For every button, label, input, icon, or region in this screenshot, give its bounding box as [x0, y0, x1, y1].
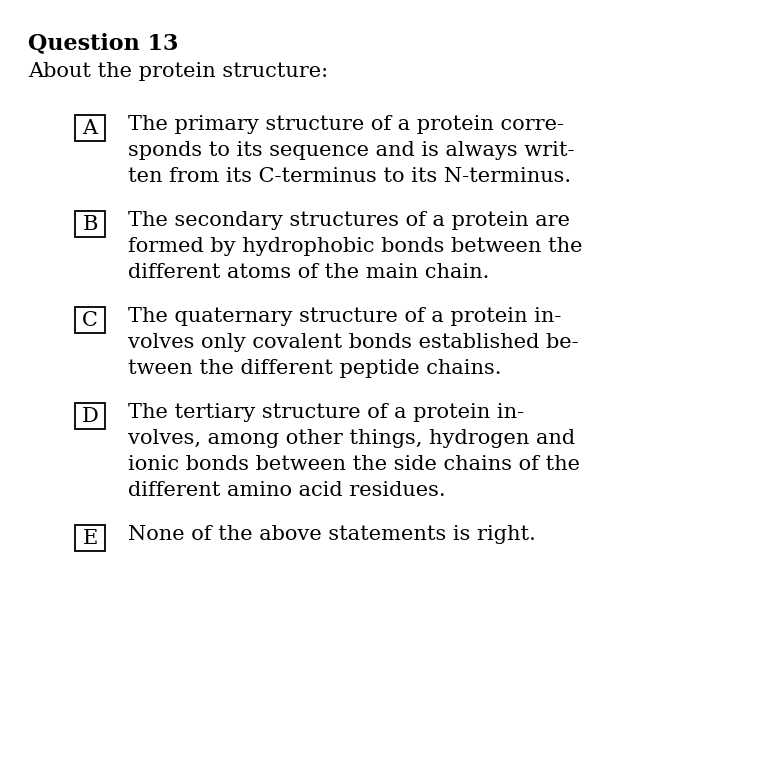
Text: volves only covalent bonds established be-: volves only covalent bonds established b…: [128, 333, 579, 352]
Text: About the protein structure:: About the protein structure:: [28, 62, 328, 81]
Text: different atoms of the main chain.: different atoms of the main chain.: [128, 263, 489, 282]
Text: E: E: [83, 528, 97, 547]
Text: formed by hydrophobic bonds between the: formed by hydrophobic bonds between the: [128, 237, 583, 256]
Text: C: C: [82, 311, 98, 330]
Text: A: A: [83, 119, 97, 138]
FancyBboxPatch shape: [75, 403, 105, 429]
FancyBboxPatch shape: [75, 307, 105, 333]
FancyBboxPatch shape: [75, 525, 105, 551]
Text: None of the above statements is right.: None of the above statements is right.: [128, 525, 536, 544]
Text: The primary structure of a protein corre-: The primary structure of a protein corre…: [128, 115, 564, 134]
Text: ionic bonds between the side chains of the: ionic bonds between the side chains of t…: [128, 455, 580, 474]
Text: The tertiary structure of a protein in-: The tertiary structure of a protein in-: [128, 403, 524, 422]
Text: The quaternary structure of a protein in-: The quaternary structure of a protein in…: [128, 307, 561, 326]
FancyBboxPatch shape: [75, 115, 105, 141]
Text: tween the different peptide chains.: tween the different peptide chains.: [128, 359, 502, 378]
FancyBboxPatch shape: [75, 211, 105, 237]
Text: B: B: [83, 214, 98, 233]
Text: volves, among other things, hydrogen and: volves, among other things, hydrogen and: [128, 429, 575, 448]
Text: different amino acid residues.: different amino acid residues.: [128, 481, 445, 500]
Text: D: D: [82, 407, 99, 426]
Text: ten from its C-terminus to its N-terminus.: ten from its C-terminus to its N-terminu…: [128, 167, 571, 186]
Text: Question 13: Question 13: [28, 32, 178, 54]
Text: The secondary structures of a protein are: The secondary structures of a protein ar…: [128, 211, 570, 230]
Text: sponds to its sequence and is always writ-: sponds to its sequence and is always wri…: [128, 141, 574, 160]
